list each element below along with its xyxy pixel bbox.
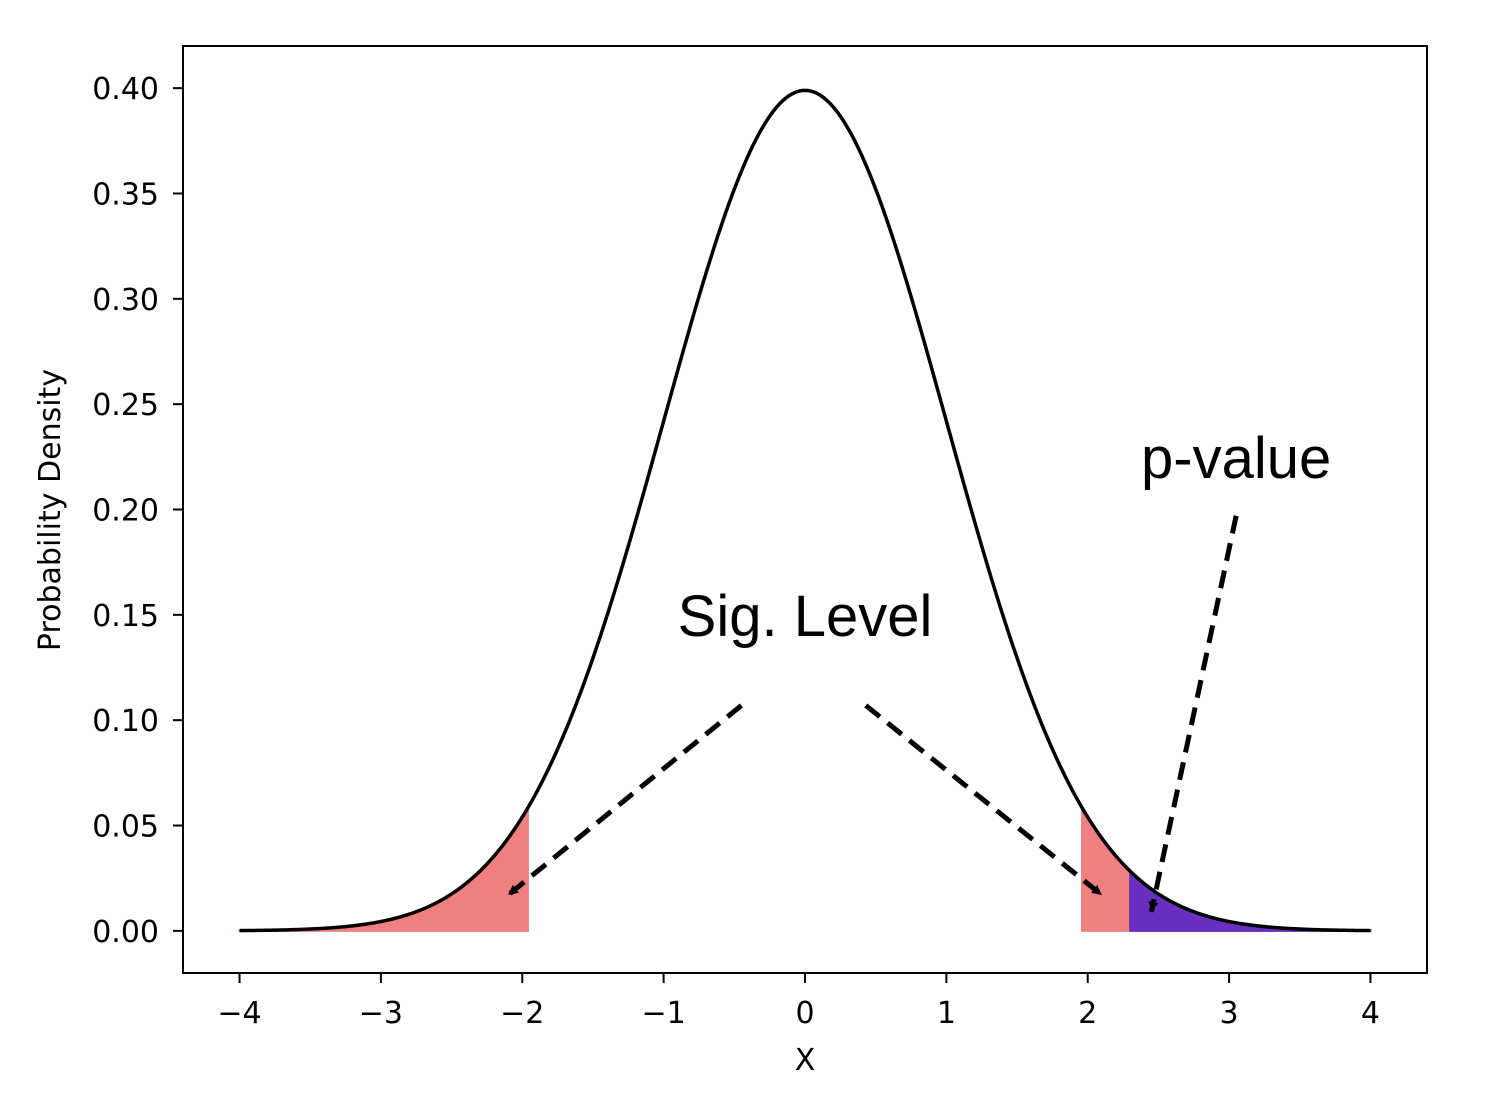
y-tick-label: 0.35: [92, 177, 159, 212]
x-tick-label: 4: [1361, 996, 1380, 1031]
y-tick-label: 0.25: [92, 388, 159, 423]
normal-pdf-curve: [239, 88, 1371, 933]
x-tick-label: 1: [937, 996, 956, 1031]
sig-level-annotation-label: Sig. Level: [678, 584, 933, 649]
p-value-annotation-arrow-1: [1148, 515, 1239, 913]
x-tick-label: −3: [359, 996, 403, 1031]
sig-level-annotation-arrow-1: [506, 703, 743, 897]
annotation-labels: Sig. Level p-value: [678, 426, 1332, 649]
p-value-annotation-label: p-value: [1141, 426, 1331, 491]
y-axis-label: Probability Density: [33, 369, 68, 651]
y-tick-label: 0.40: [92, 72, 159, 107]
x-tick-label: 3: [1220, 996, 1239, 1031]
x-tick-label: −4: [217, 996, 261, 1031]
x-tick-label: −2: [500, 996, 544, 1031]
y-tick-label: 0.15: [92, 599, 159, 634]
x-tick-label: 2: [1078, 996, 1097, 1031]
curve-layer: [239, 88, 1371, 933]
y-tick-label: 0.00: [92, 915, 159, 950]
sig-level-annotation-arrow-2: [864, 703, 1104, 897]
x-axis-label: X: [795, 1043, 816, 1078]
x-tick-label: −1: [642, 996, 686, 1031]
y-tick-label: 0.30: [92, 283, 159, 318]
y-tick-label: 0.20: [92, 494, 159, 529]
x-tick-label: 0: [795, 996, 814, 1031]
y-tick-label: 0.10: [92, 704, 159, 739]
annotation-arrows: [506, 515, 1239, 913]
axes: −4 −3 −2 −1 0 1 2 3 4 0.00 0.05 0.10 0.15 0.20 0.25 0.3…: [92, 45, 1428, 1031]
y-tick-label: 0.05: [92, 810, 159, 845]
